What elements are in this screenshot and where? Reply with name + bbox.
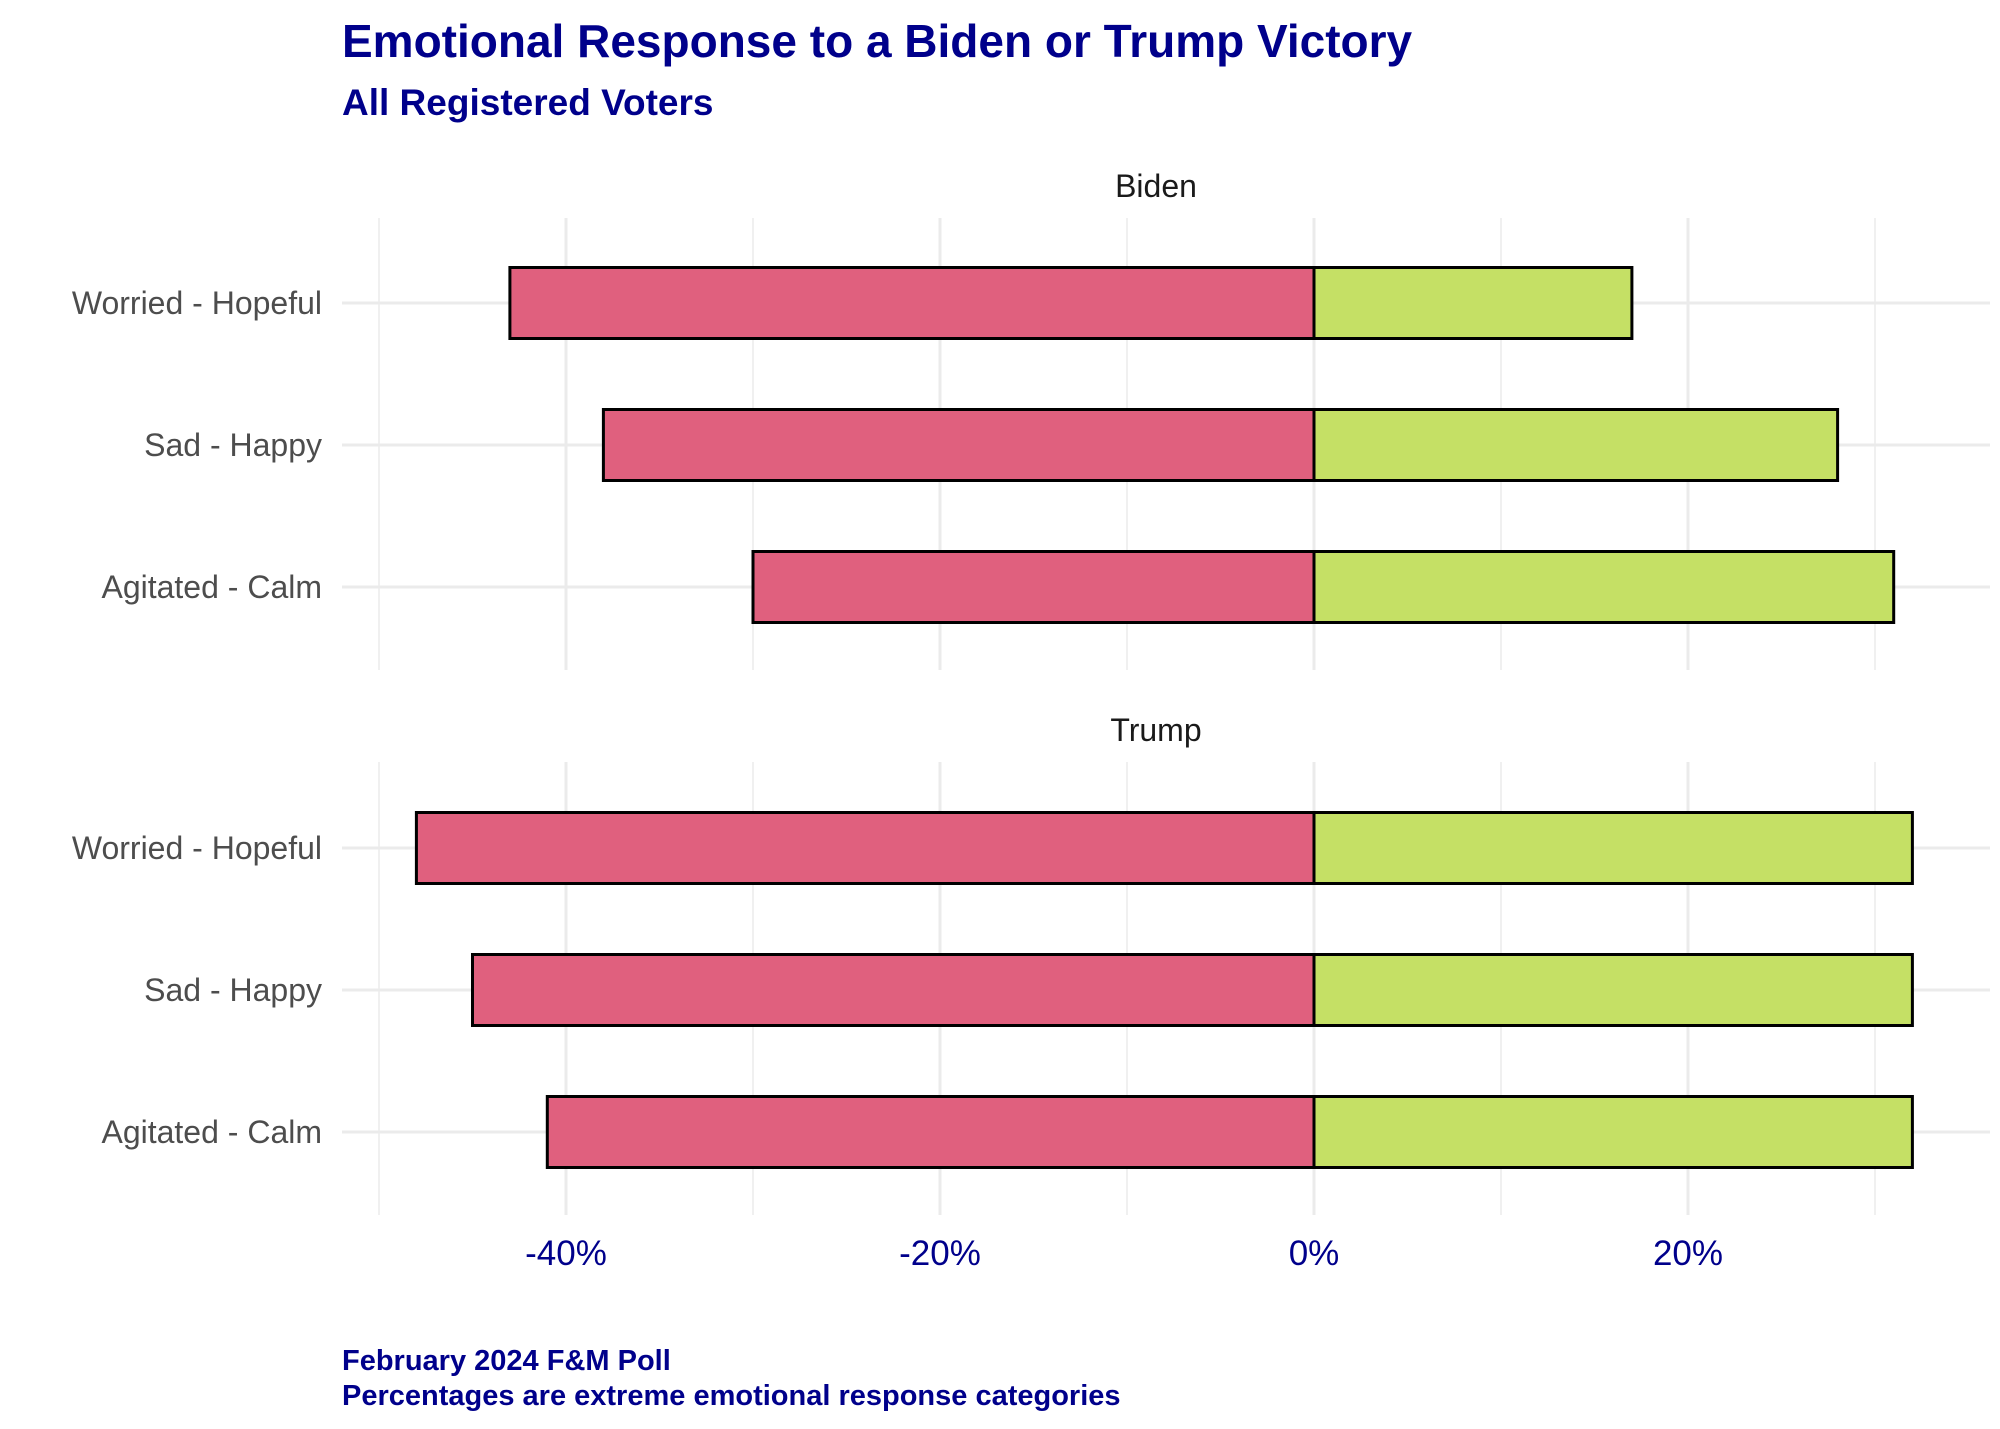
bar-positive [1312,550,1896,624]
bar-negative [508,266,1316,340]
bar-positive [1312,1095,1914,1169]
bar-positive [1312,811,1914,885]
x-tick-label: 20% [1653,1234,1723,1273]
category-label: Agitated - Calm [101,569,322,605]
bar-negative [601,408,1316,482]
x-tick-label: 0% [1289,1234,1340,1273]
chart-title: Emotional Response to a Biden or Trump V… [342,15,1413,67]
x-tick-label: -40% [525,1234,607,1273]
category-label: Agitated - Calm [101,1114,322,1150]
bar-positive [1312,408,1840,482]
caption-line-1: February 2024 F&M Poll [342,1345,671,1377]
category-label: Sad - Happy [144,972,322,1008]
panel-label-trump: Trump [1110,712,1201,748]
bar-negative [545,1095,1316,1169]
category-label: Worried - Hopeful [72,830,322,866]
bar-negative [414,811,1316,885]
chart-subtitle: All Registered Voters [342,82,714,123]
bar-negative [751,550,1316,624]
caption-line-2: Percentages are extreme emotional respon… [342,1380,1121,1412]
category-label: Worried - Hopeful [72,285,322,321]
x-tick-label: -20% [899,1234,981,1273]
category-label: Sad - Happy [144,427,322,463]
bar-positive [1312,953,1914,1027]
bar-negative [471,953,1316,1027]
bar-positive [1312,266,1634,340]
panel-label-biden: Biden [1115,168,1197,204]
